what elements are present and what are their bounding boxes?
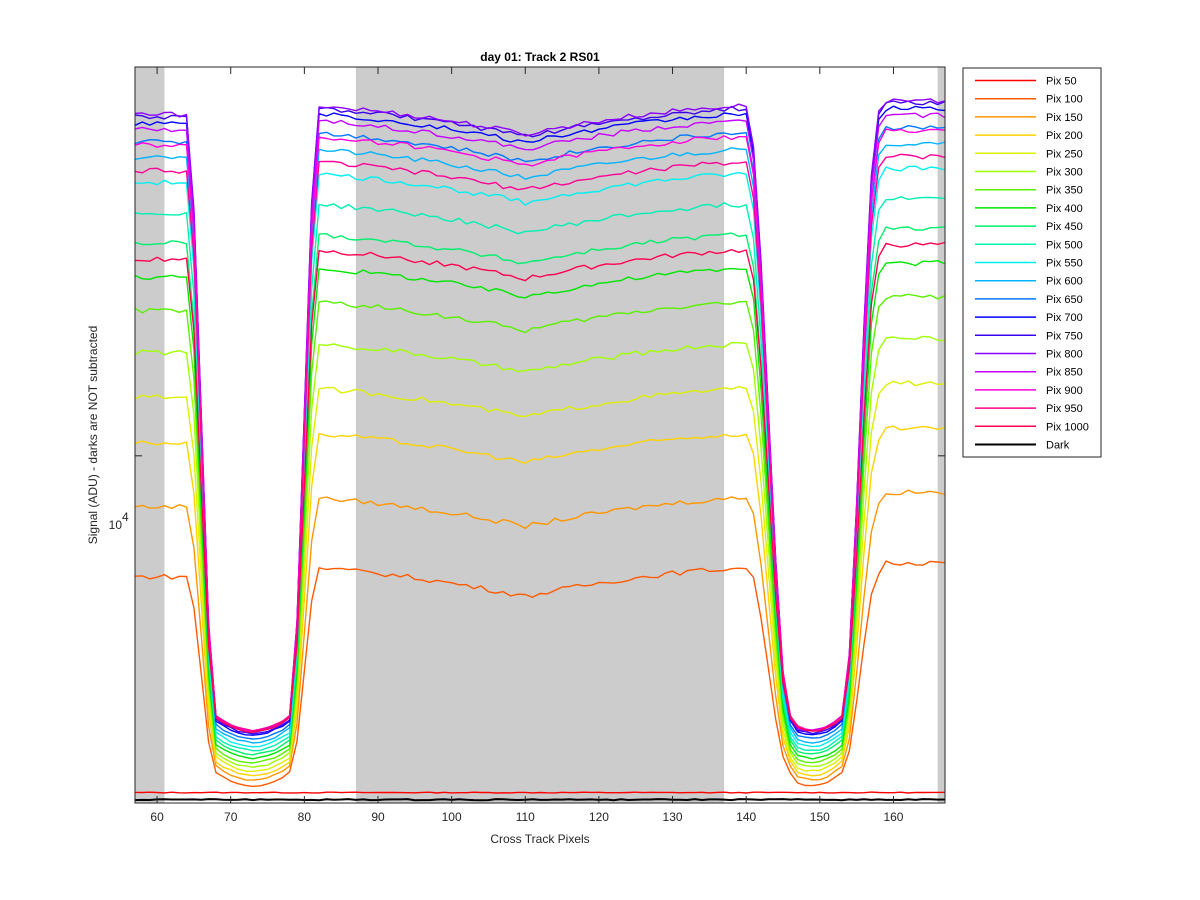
legend-label: Pix 900 [1046,385,1083,397]
y-axis-label: Signal (ADU) - darks are NOT subtracted [86,326,100,545]
shaded-region-2 [355,67,725,803]
x-tick-label: 60 [150,810,164,824]
x-tick-label: 120 [589,810,609,824]
series-line-pix-50 [134,791,946,794]
legend-label: Pix 200 [1046,130,1083,142]
legend-label: Pix 650 [1046,294,1083,306]
series-line-pix-1000 [134,241,946,734]
series-line-pix-300 [134,335,946,768]
x-tick-label: 70 [224,810,238,824]
x-ticks: 60 70 80 90 100 110 120 130 140 150 160 [150,67,904,824]
x-tick-label: 160 [883,810,903,824]
axes-box [134,66,946,804]
shaded-region-3 [937,67,945,803]
x-tick-label: 130 [663,810,683,824]
legend-label: Pix 400 [1046,203,1083,215]
x-tick-label: 90 [371,810,385,824]
series-line-pix-400 [134,260,946,760]
series-line-pix-600 [134,141,946,744]
series-line-pix-100 [134,560,946,788]
shaded-region-1 [135,67,165,803]
x-tick-label: 100 [442,810,462,824]
legend-label: Pix 350 [1046,185,1083,197]
series-line-pix-700 [134,105,946,736]
series-line-pix-750 [134,100,946,735]
legend-label: Pix 1000 [1046,421,1089,433]
legend-label: Pix 600 [1046,276,1083,288]
legend-label: Pix 150 [1046,112,1083,124]
y-tick-label-exp: 4 [122,510,129,524]
series-line-pix-150 [134,489,946,781]
legend-label: Pix 850 [1046,367,1083,379]
legend: Pix 50 Pix 100 Pix 150 Pix 200 Pix 250 Pix 30… [962,67,1102,458]
legend-label: Pix 550 [1046,258,1083,270]
legend-label: Pix 50 [1046,76,1077,88]
legend-items: Pix 50 Pix 100 Pix 150 Pix 200 Pix 250 Pix 30… [975,76,1089,452]
legend-label: Pix 300 [1046,167,1083,179]
legend-label: Pix 750 [1046,330,1083,342]
y-ticks: 10 4 [109,455,945,532]
legend-label: Pix 500 [1046,239,1083,251]
x-axis-label: Cross Track Pixels [490,832,589,846]
x-tick-label: 140 [736,810,756,824]
series-line-dark [134,798,946,802]
series-line-pix-550 [134,165,946,748]
chart-title: day 01: Track 2 RS01 [480,50,600,64]
series-line-pix-250 [134,380,946,773]
legend-label: Pix 950 [1046,403,1083,415]
y-tick-label-base: 10 [109,518,123,532]
legend-label: Pix 800 [1046,349,1083,361]
series-line-pix-650 [134,124,946,740]
legend-label: Dark [1046,440,1070,452]
series-line-pix-350 [134,293,946,764]
legend-label: Pix 450 [1046,221,1083,233]
series-lines [134,98,946,802]
series-line-pix-450 [134,226,946,756]
legend-label: Pix 250 [1046,148,1083,160]
x-tick-label: 150 [810,810,830,824]
series-line-pix-200 [134,425,946,777]
shaded-regions [135,67,945,803]
x-tick-label: 80 [298,810,312,824]
legend-label: Pix 100 [1046,94,1083,106]
series-line-pix-500 [134,196,946,752]
x-tick-label: 110 [516,810,535,824]
legend-label: Pix 700 [1046,312,1083,324]
